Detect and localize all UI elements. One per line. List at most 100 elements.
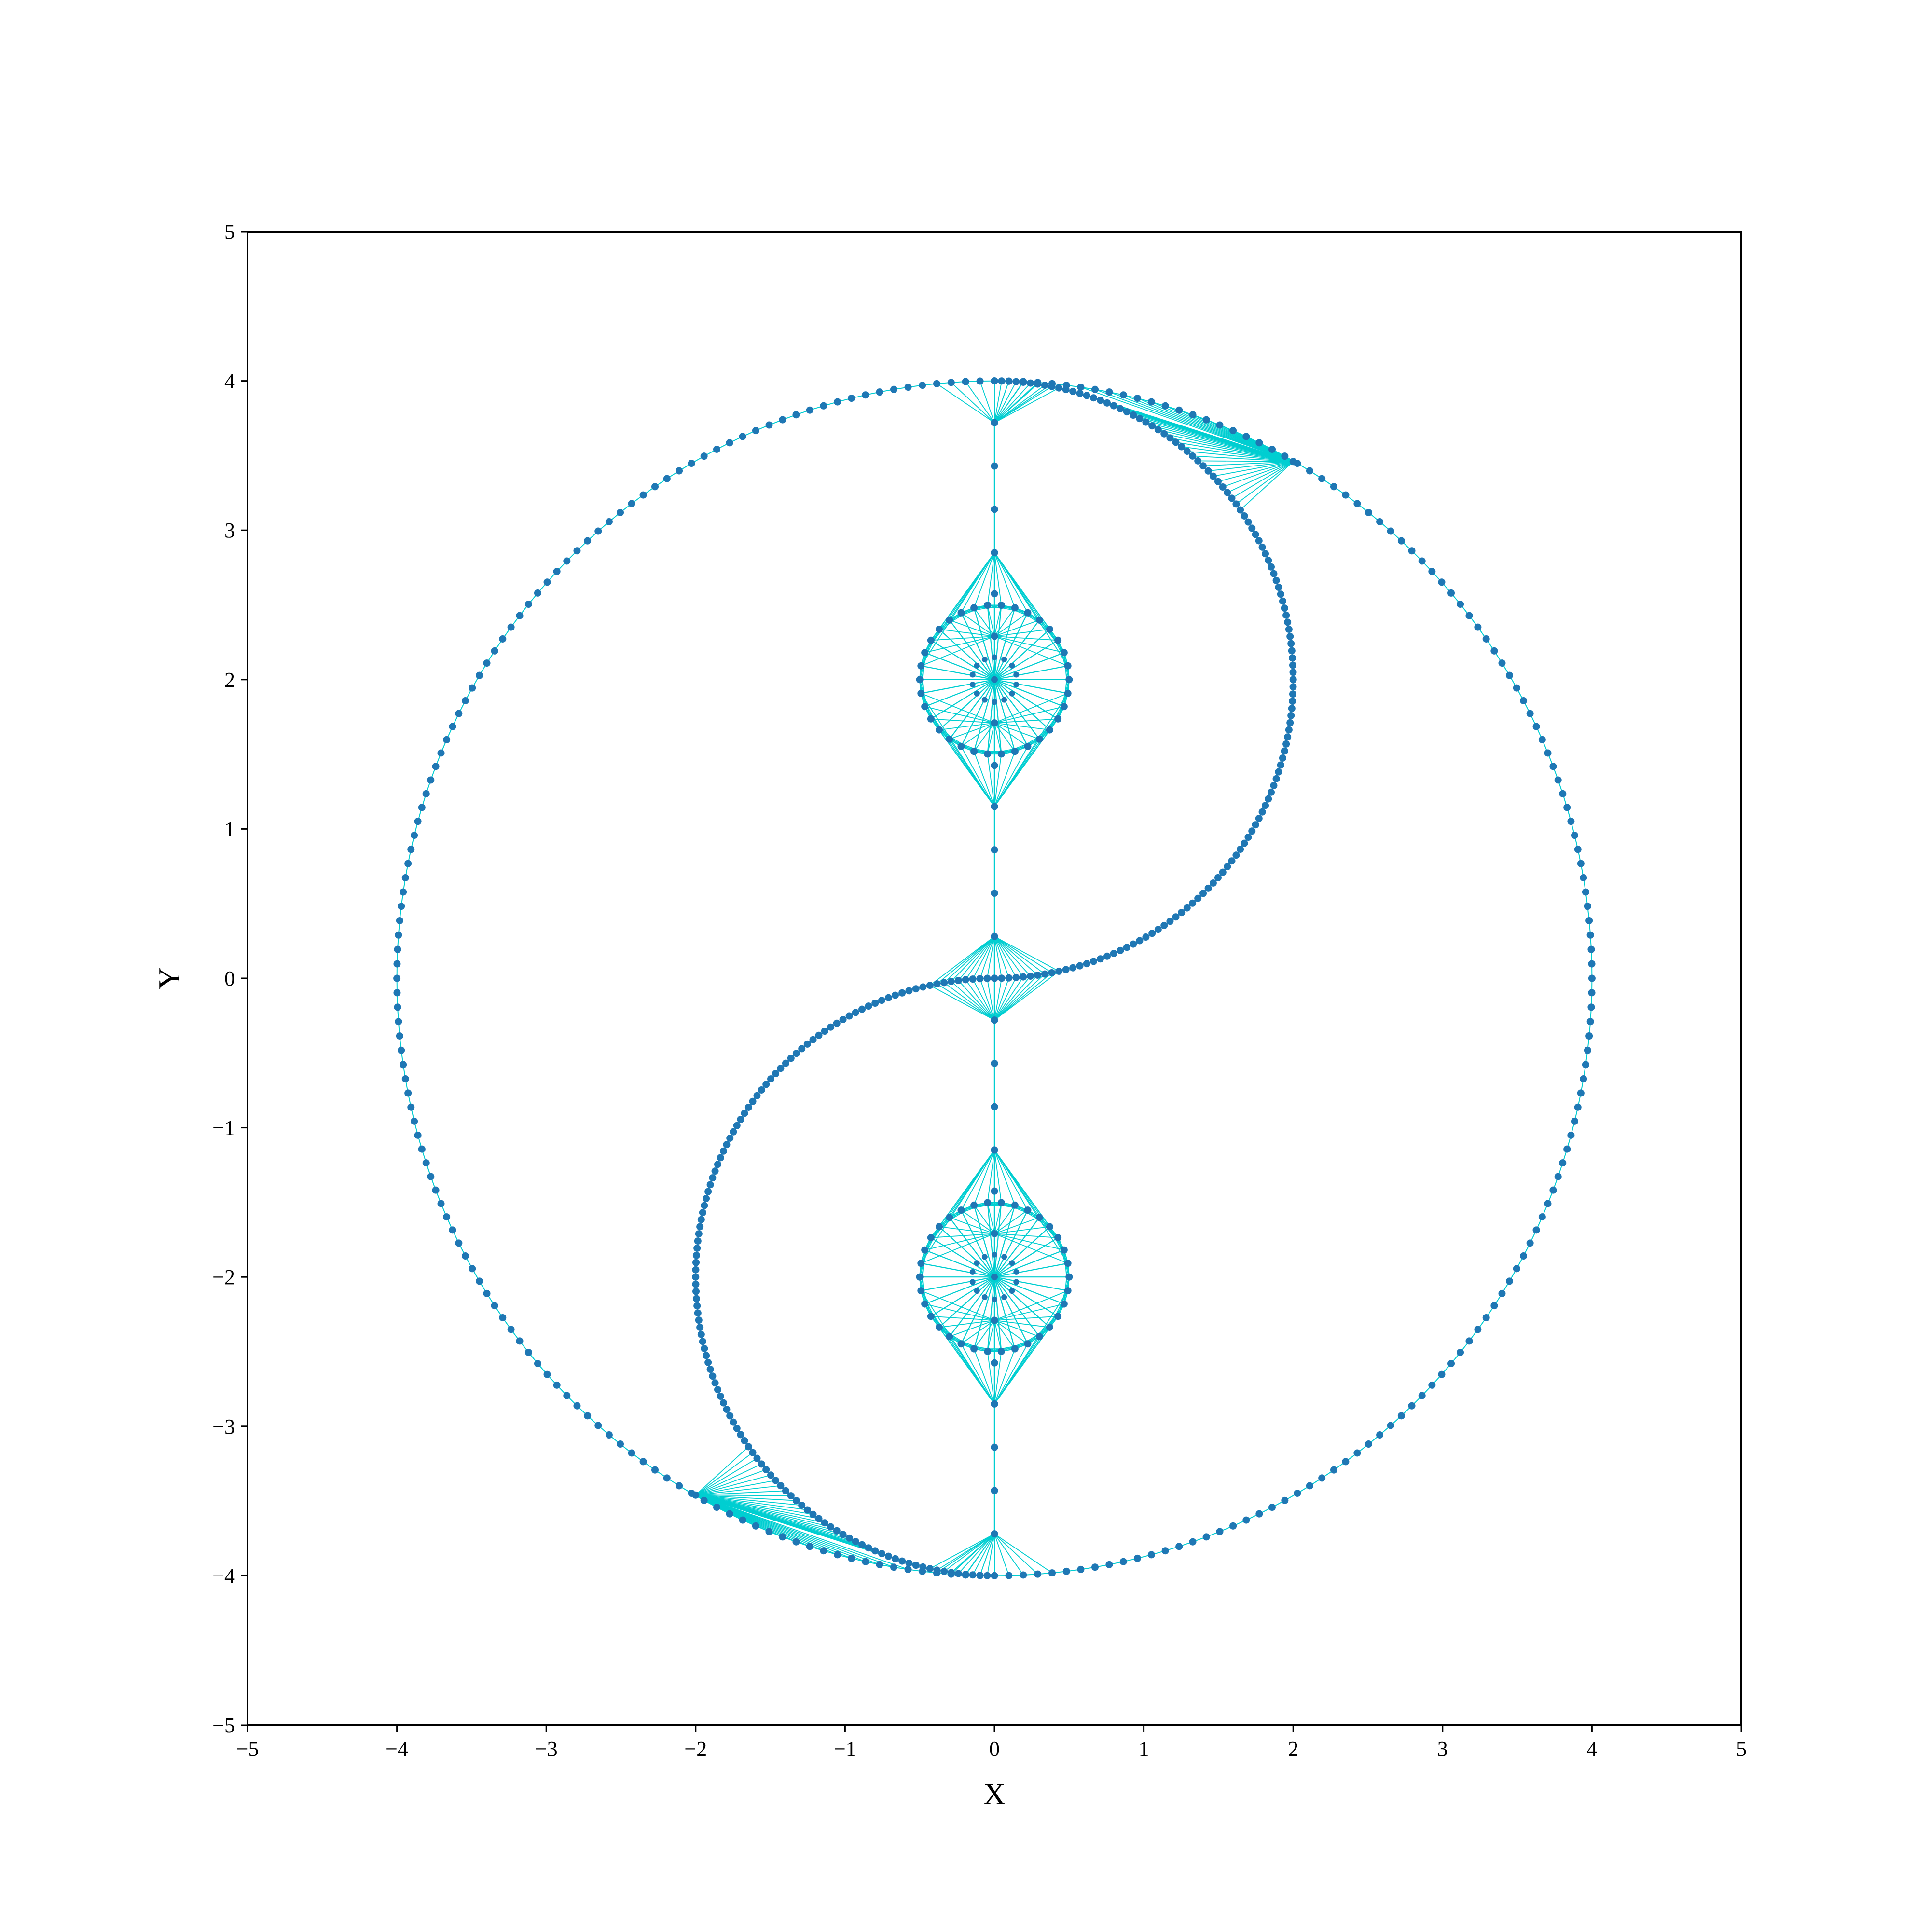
data-point: [534, 1360, 541, 1367]
data-point: [1001, 1254, 1007, 1260]
data-point: [919, 1563, 926, 1571]
data-point: [1012, 974, 1020, 981]
data-point: [998, 1199, 1005, 1206]
graph-edge: [944, 1534, 994, 1572]
data-point: [693, 1295, 700, 1302]
data-point: [991, 846, 998, 853]
data-point: [1289, 661, 1296, 669]
data-point: [1483, 1314, 1490, 1321]
data-point: [594, 1422, 602, 1429]
y-tick-label: 4: [224, 370, 235, 393]
data-point: [1001, 1294, 1007, 1300]
data-point: [1024, 743, 1032, 750]
data-point: [411, 832, 418, 839]
data-point: [1036, 1333, 1043, 1340]
y-tick-label: −1: [212, 1116, 235, 1140]
data-point: [606, 1431, 613, 1439]
data-point: [1398, 537, 1405, 545]
data-point: [1103, 953, 1111, 960]
x-tick-label: −3: [535, 1737, 558, 1761]
graph-edge: [944, 983, 994, 1020]
data-point: [1281, 1497, 1288, 1504]
data-point: [1466, 612, 1473, 619]
data-point: [1474, 1326, 1481, 1333]
data-point: [970, 1269, 976, 1275]
data-point: [1034, 1571, 1041, 1578]
data-point: [885, 1553, 892, 1560]
data-point: [749, 1449, 757, 1456]
data-point: [991, 633, 998, 640]
data-point: [806, 407, 813, 414]
data-point: [1353, 1450, 1361, 1457]
data-point: [1306, 1482, 1313, 1489]
data-point: [1527, 1239, 1534, 1247]
data-point: [1273, 775, 1280, 782]
data-point: [865, 1002, 872, 1010]
data-point: [1041, 971, 1048, 978]
data-point: [810, 1036, 817, 1043]
data-point: [962, 378, 969, 385]
data-point: [663, 475, 671, 482]
data-point: [934, 1566, 941, 1574]
data-point: [1330, 483, 1337, 490]
x-tick-label: 3: [1437, 1737, 1448, 1761]
x-axis-title: X: [983, 1777, 1006, 1811]
data-point: [970, 1279, 976, 1285]
data-point: [1055, 968, 1062, 975]
data-point: [720, 1399, 727, 1407]
data-point: [957, 743, 965, 750]
data-point: [491, 647, 498, 655]
data-point: [834, 1551, 841, 1558]
data-point: [694, 1309, 702, 1316]
data-point: [1555, 776, 1562, 783]
data-point: [1036, 1214, 1043, 1221]
data-point: [1285, 726, 1293, 734]
data-point: [955, 977, 962, 984]
data-point: [1064, 690, 1072, 697]
data-point: [834, 398, 841, 406]
data-point: [787, 1492, 795, 1499]
data-point: [970, 682, 976, 687]
data-point: [1567, 818, 1574, 825]
data-point: [676, 1482, 683, 1489]
data-point: [1034, 972, 1041, 979]
data-point: [977, 377, 984, 384]
data-point: [992, 654, 997, 660]
data-point: [1259, 808, 1266, 816]
data-point: [753, 1455, 760, 1462]
data-point: [483, 659, 491, 667]
data-point: [701, 1497, 708, 1504]
data-point: [1584, 903, 1591, 910]
data-point: [852, 1538, 859, 1545]
data-point: [917, 690, 924, 697]
data-point: [1563, 804, 1571, 811]
data-point: [699, 1209, 706, 1216]
data-point: [1255, 815, 1263, 822]
graph-edge: [994, 382, 1023, 423]
data-point: [1255, 439, 1263, 446]
data-point: [1160, 922, 1168, 929]
data-point: [1036, 617, 1043, 624]
data-point: [992, 1252, 997, 1258]
data-point: [933, 380, 940, 387]
data-point: [753, 1092, 760, 1099]
data-point: [758, 1086, 765, 1094]
data-point: [717, 1154, 724, 1161]
data-point: [1270, 782, 1277, 789]
data-point: [1123, 408, 1130, 415]
data-point: [1259, 544, 1266, 551]
data-point: [1054, 1234, 1062, 1241]
data-point: [991, 933, 998, 940]
data-point: [418, 804, 426, 811]
data-point: [438, 1200, 445, 1207]
data-point: [692, 1274, 699, 1281]
data-point: [1248, 524, 1255, 532]
data-point: [1189, 900, 1196, 907]
data-point: [998, 602, 1005, 609]
data-point: [921, 649, 928, 656]
data-point: [1539, 1213, 1546, 1220]
data-point: [1284, 618, 1291, 626]
data-point: [1214, 874, 1222, 881]
data-point: [1184, 904, 1191, 912]
